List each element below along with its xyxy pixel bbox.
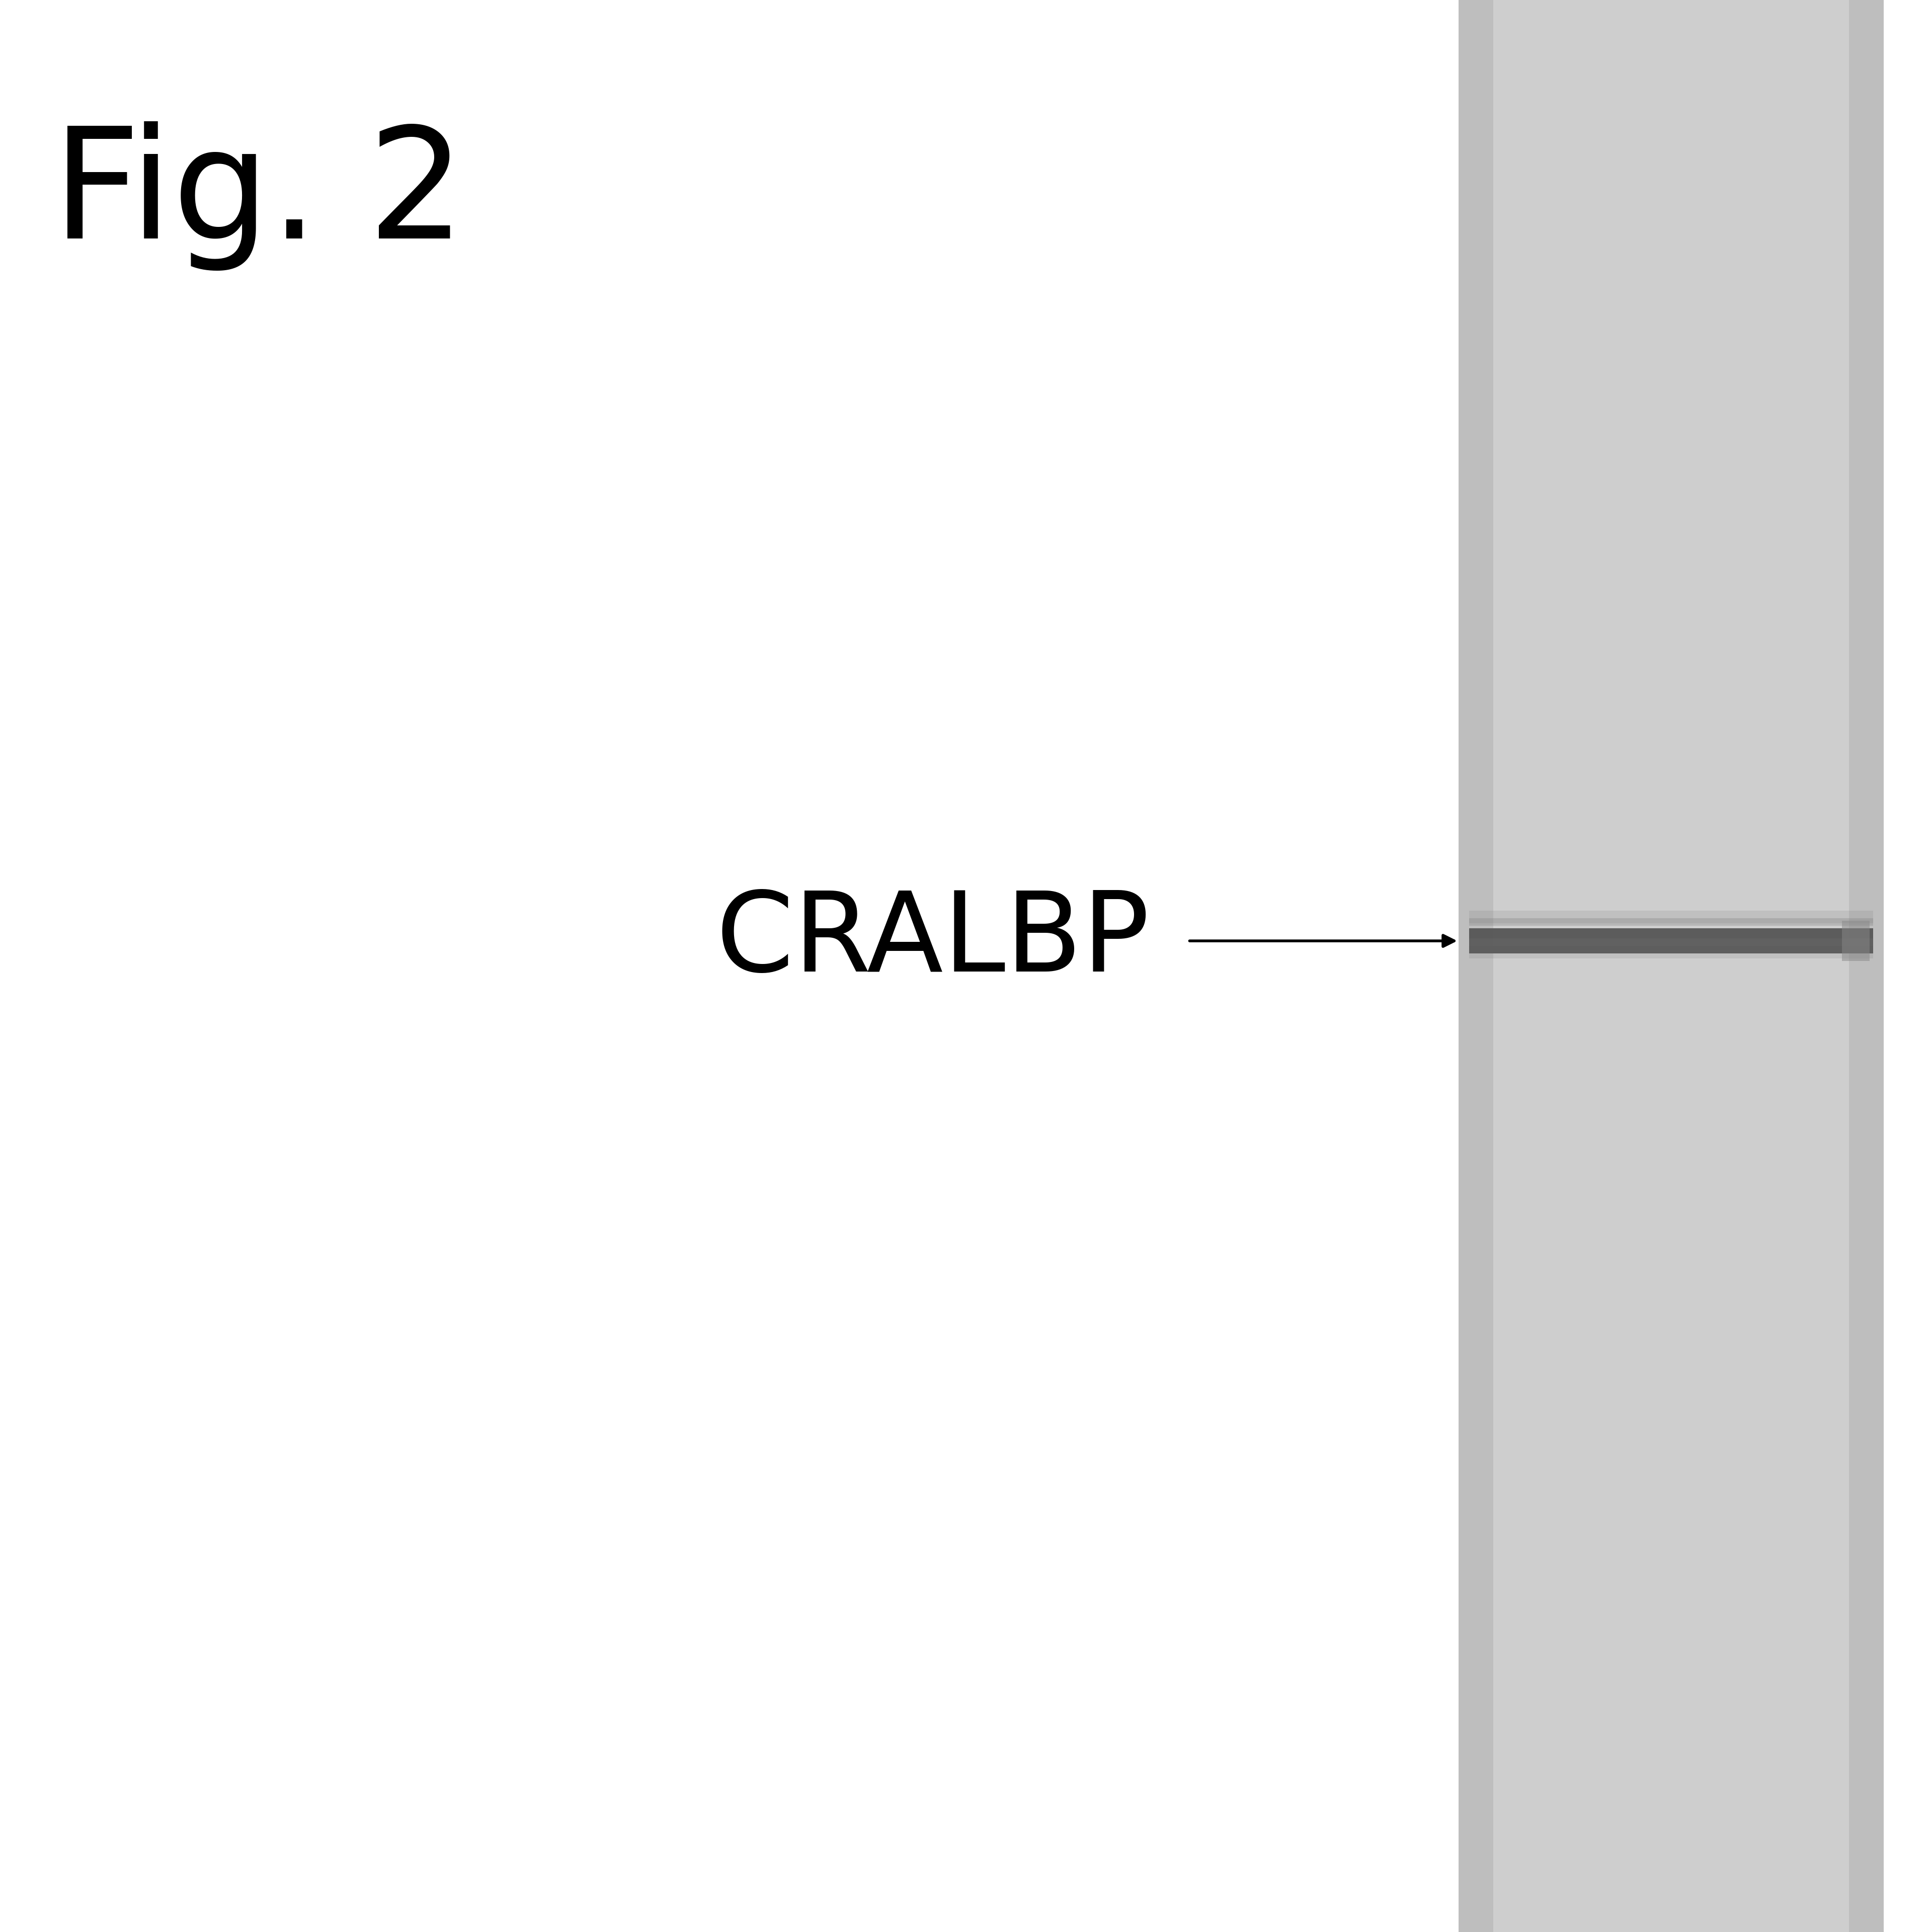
Bar [1468,939,1874,947]
Text: Fig. 2: Fig. 2 [52,122,466,270]
Bar [1849,0,1884,1932]
Bar [1468,918,1874,925]
Bar [1459,0,1493,1932]
Bar [1468,927,1874,954]
Bar [1841,922,1870,960]
Bar [1459,0,1884,1932]
Text: CRALBP: CRALBP [715,887,1150,995]
Bar [1468,947,1874,958]
Bar [1468,910,1874,923]
